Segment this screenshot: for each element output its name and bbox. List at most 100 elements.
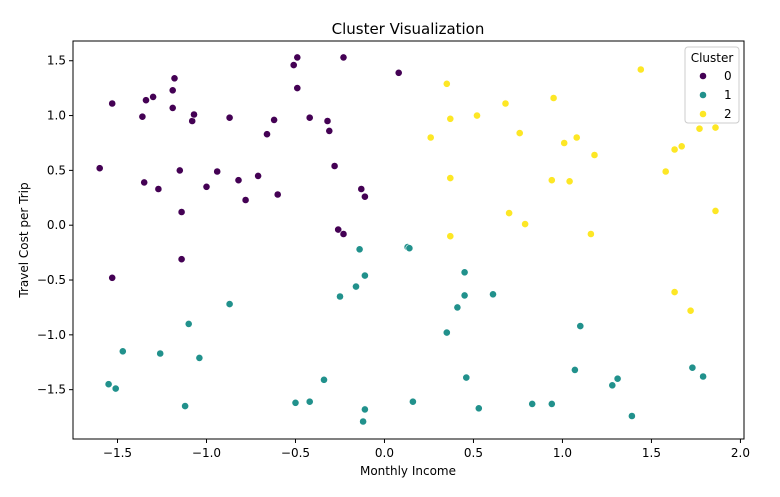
- x-tick-label: 0.0: [375, 446, 394, 460]
- point-cluster-0: [360, 192, 369, 201]
- point-cluster-0: [177, 255, 186, 264]
- point-cluster-1: [104, 380, 113, 389]
- point-cluster-0: [95, 164, 104, 173]
- point-cluster-0: [323, 117, 332, 125]
- point-cluster-2: [442, 79, 451, 88]
- point-cluster-0: [177, 208, 186, 216]
- point-cluster-1: [453, 303, 462, 312]
- point-cluster-1: [571, 365, 579, 374]
- x-tick-label: −1.5: [103, 446, 132, 460]
- legend-label-cluster-0: 0: [724, 69, 732, 83]
- x-tick-label: −0.5: [281, 446, 310, 460]
- point-cluster-0: [225, 113, 234, 122]
- legend-title: Cluster: [691, 51, 734, 65]
- point-cluster-0: [108, 99, 117, 108]
- legend-items: 0 1 2: [699, 69, 732, 121]
- point-cluster-2: [711, 123, 720, 132]
- point-cluster-2: [677, 142, 686, 151]
- point-cluster-0: [334, 225, 343, 234]
- x-tick-label: 2.0: [731, 446, 750, 460]
- x-axis-label: Monthly Income: [360, 464, 456, 478]
- point-cluster-1: [405, 244, 414, 253]
- point-cluster-0: [190, 110, 198, 119]
- point-cluster-0: [305, 113, 314, 122]
- point-cluster-1: [355, 245, 364, 254]
- chart-title: Cluster Visualization: [332, 20, 485, 38]
- point-cluster-1: [118, 347, 127, 356]
- y-tick-label: −0.5: [37, 273, 66, 287]
- point-cluster-0: [142, 96, 150, 105]
- y-tick-label: 0.5: [47, 163, 66, 177]
- point-cluster-1: [489, 290, 497, 299]
- point-cluster-2: [547, 176, 556, 185]
- x-tick-label: 1.5: [642, 446, 661, 460]
- point-cluster-1: [442, 328, 451, 337]
- point-cluster-1: [460, 268, 469, 277]
- point-cluster-0: [108, 273, 117, 282]
- y-tick-label: −1.5: [37, 383, 66, 397]
- point-cluster-0: [270, 116, 278, 124]
- point-cluster-1: [320, 375, 328, 384]
- point-cluster-1: [184, 319, 193, 328]
- axes-frame: [72, 40, 745, 440]
- point-cluster-1: [360, 271, 369, 280]
- point-cluster-2: [670, 288, 679, 296]
- y-axis: −1.5 −1.0 −0.5 0.0 0.5 1.0 1.5: [37, 54, 73, 397]
- point-cluster-0: [170, 74, 179, 83]
- point-cluster-0: [213, 167, 222, 176]
- point-cluster-2: [711, 206, 720, 215]
- point-cluster-2: [446, 232, 455, 241]
- point-cluster-0: [168, 86, 177, 95]
- point-cluster-2: [515, 129, 524, 137]
- point-cluster-2: [686, 306, 695, 315]
- point-cluster-0: [168, 104, 177, 112]
- legend-marker-cluster-0: [699, 72, 707, 80]
- point-cluster-0: [175, 166, 184, 175]
- point-cluster-2: [446, 114, 455, 123]
- series-cluster-2: [426, 65, 720, 315]
- point-cluster-2: [695, 124, 704, 133]
- point-cluster-2: [505, 209, 513, 217]
- point-cluster-0: [149, 93, 157, 101]
- point-cluster-0: [254, 171, 262, 180]
- point-cluster-2: [549, 94, 558, 102]
- x-tick-label: 1.0: [553, 446, 572, 460]
- y-tick-label: 1.5: [47, 54, 66, 68]
- point-cluster-2: [661, 167, 670, 176]
- point-cluster-0: [325, 126, 334, 135]
- point-cluster-0: [140, 178, 149, 187]
- point-cluster-1: [360, 405, 369, 414]
- point-cluster-0: [293, 84, 302, 92]
- point-cluster-2: [473, 111, 481, 120]
- point-cluster-2: [501, 99, 510, 108]
- point-cluster-2: [636, 65, 645, 74]
- point-cluster-2: [587, 230, 595, 238]
- point-cluster-2: [521, 220, 529, 228]
- legend-box: [684, 46, 740, 124]
- point-cluster-0: [339, 230, 348, 238]
- x-tick-label: 0.5: [464, 446, 483, 460]
- point-cluster-1: [305, 397, 314, 406]
- point-cluster-2: [590, 151, 599, 159]
- point-cluster-1: [225, 300, 234, 308]
- point-cluster-0: [289, 61, 298, 69]
- point-cluster-1: [608, 381, 617, 390]
- legend-label-cluster-2: 2: [724, 107, 732, 121]
- point-cluster-0: [263, 130, 271, 139]
- point-cluster-0: [138, 112, 147, 121]
- point-cluster-2: [426, 133, 435, 142]
- point-cluster-0: [202, 182, 211, 191]
- y-tick-label: 0.0: [47, 218, 66, 232]
- legend: Cluster 0 1 2: [684, 46, 740, 124]
- point-cluster-1: [291, 398, 300, 407]
- point-cluster-0: [330, 162, 339, 170]
- point-cluster-2: [565, 177, 574, 186]
- point-cluster-1: [408, 397, 417, 406]
- point-cluster-1: [156, 349, 165, 358]
- y-axis-label: Travel Cost per Trip: [17, 182, 31, 298]
- point-cluster-2: [446, 174, 455, 182]
- plot-area: [95, 53, 720, 426]
- point-cluster-2: [572, 133, 581, 142]
